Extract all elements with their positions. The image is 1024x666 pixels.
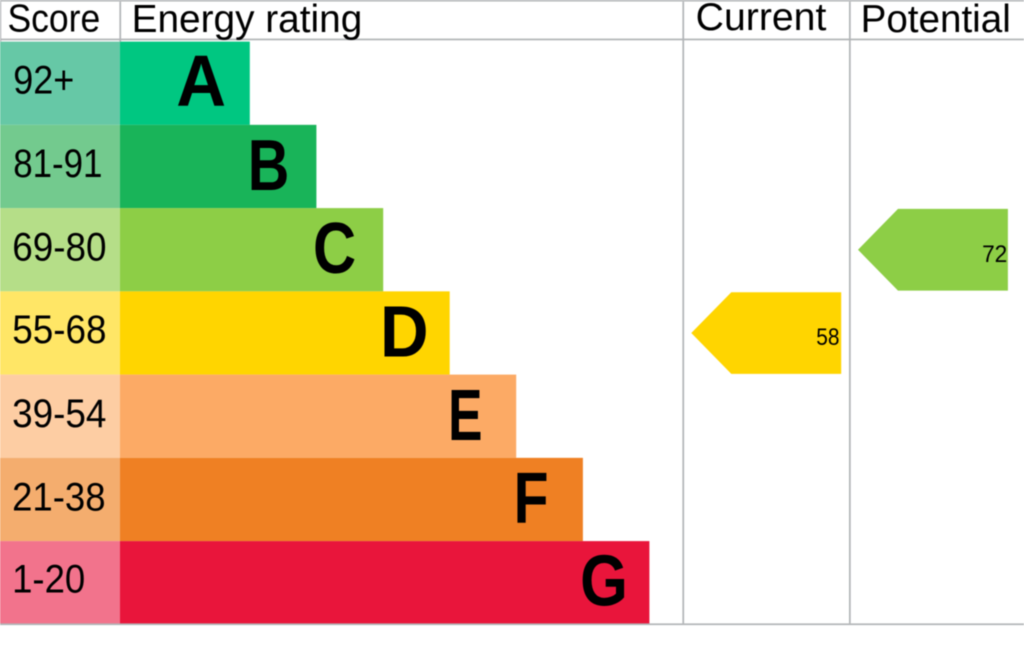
svg-text:G: G <box>580 542 628 622</box>
svg-text:1-20: 1-20 <box>12 558 85 602</box>
svg-text:21-38: 21-38 <box>12 475 105 519</box>
svg-text:92+: 92+ <box>13 58 74 102</box>
svg-text:81-91: 81-91 <box>13 142 102 186</box>
svg-text:55-68: 55-68 <box>12 308 106 352</box>
svg-text:Energy rating: Energy rating <box>132 0 363 41</box>
svg-text:39-54: 39-54 <box>12 392 106 436</box>
svg-text:58: 58 <box>816 324 839 351</box>
svg-text:F: F <box>514 459 549 539</box>
svg-text:C: C <box>313 209 356 289</box>
svg-text:E: E <box>448 376 482 456</box>
svg-text:Current: Current <box>696 0 827 39</box>
svg-text:72: 72 <box>982 241 1007 268</box>
svg-text:Potential: Potential <box>861 0 1011 41</box>
svg-text:69-80: 69-80 <box>12 226 106 270</box>
svg-text:B: B <box>248 126 290 206</box>
svg-text:D: D <box>380 293 429 373</box>
svg-text:A: A <box>176 41 226 121</box>
svg-text:Score: Score <box>8 0 101 40</box>
